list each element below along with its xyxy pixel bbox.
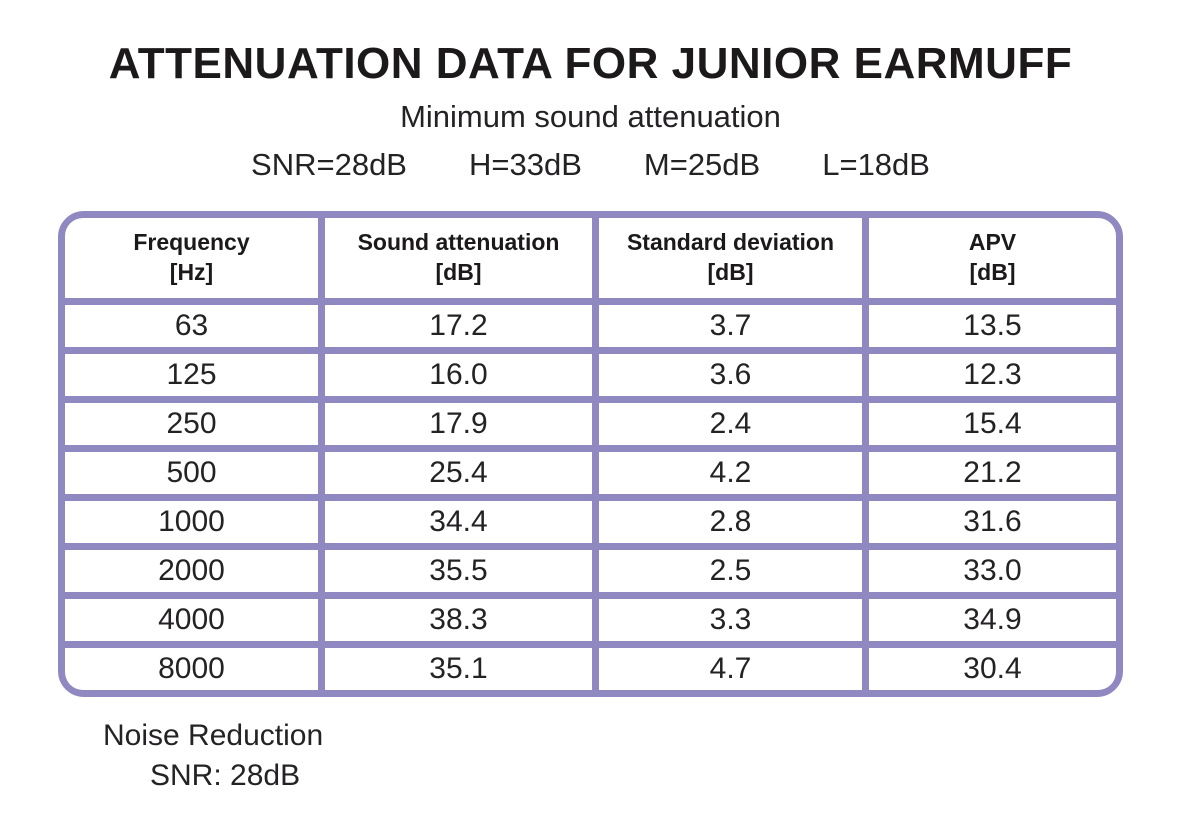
attenuation-table: Frequency [Hz] Sound attenuation [dB] St… xyxy=(58,211,1123,697)
m-value: M=25dB xyxy=(643,147,761,182)
cell-sound-attenuation: 17.2 xyxy=(325,305,592,347)
cell-sound-attenuation: 17.9 xyxy=(325,403,592,445)
column-header-sound-attenuation-label: Sound attenuation xyxy=(357,229,560,256)
cell-frequency: 8000 xyxy=(65,648,318,690)
column-header-apv-label: APV xyxy=(968,229,1017,256)
cell-sound-attenuation: 16.0 xyxy=(325,354,592,396)
column-header-standard-deviation: Standard deviation [dB] xyxy=(599,218,862,298)
snr-value: SNR=28dB xyxy=(251,147,407,182)
cell-frequency: 250 xyxy=(65,403,318,445)
cell-frequency: 63 xyxy=(65,305,318,347)
column-header-frequency-unit: [Hz] xyxy=(169,259,214,285)
column-header-frequency: Frequency [Hz] xyxy=(65,218,318,298)
noise-reduction-label: Noise Reduction xyxy=(103,719,324,752)
cell-frequency: 4000 xyxy=(65,599,318,641)
cell-sound-attenuation: 35.1 xyxy=(325,648,592,690)
cell-standard-deviation: 2.4 xyxy=(599,403,862,445)
cell-apv: 34.9 xyxy=(869,599,1116,641)
h-value: H=33dB xyxy=(469,147,582,182)
cell-standard-deviation: 2.8 xyxy=(599,501,862,543)
cell-apv: 33.0 xyxy=(869,550,1116,592)
l-value: L=18dB xyxy=(822,147,930,182)
cell-standard-deviation: 3.7 xyxy=(599,305,862,347)
cell-apv: 13.5 xyxy=(869,305,1116,347)
cell-apv: 31.6 xyxy=(869,501,1116,543)
cell-frequency: 500 xyxy=(65,452,318,494)
column-header-standard-deviation-unit: [dB] xyxy=(707,259,754,285)
cell-standard-deviation: 2.5 xyxy=(599,550,862,592)
cell-standard-deviation: 3.6 xyxy=(599,354,862,396)
column-header-sound-attenuation: Sound attenuation [dB] xyxy=(325,218,592,298)
cell-frequency: 2000 xyxy=(65,550,318,592)
cell-frequency: 1000 xyxy=(65,501,318,543)
cell-sound-attenuation: 35.5 xyxy=(325,550,592,592)
page-subtitle: Minimum sound attenuation xyxy=(400,99,781,134)
cell-standard-deviation: 3.3 xyxy=(599,599,862,641)
cell-apv: 12.3 xyxy=(869,354,1116,396)
noise-reduction-snr: SNR: 28dB xyxy=(150,758,301,792)
column-header-apv-unit: [dB] xyxy=(969,259,1016,285)
cell-standard-deviation: 4.7 xyxy=(599,648,862,690)
column-header-sound-attenuation-unit: [dB] xyxy=(435,259,482,285)
cell-sound-attenuation: 25.4 xyxy=(325,452,592,494)
cell-frequency: 125 xyxy=(65,354,318,396)
cell-apv: 15.4 xyxy=(869,403,1116,445)
column-header-apv: APV [dB] xyxy=(869,218,1116,298)
column-header-standard-deviation-label: Standard deviation xyxy=(626,229,835,256)
page-title: ATTENUATION DATA FOR JUNIOR EARMUFF xyxy=(108,39,1073,88)
attenuation-summary: SNR=28dB H=33dB M=25dB L=18dB xyxy=(0,149,1181,180)
cell-apv: 21.2 xyxy=(869,452,1116,494)
cell-apv: 30.4 xyxy=(869,648,1116,690)
cell-standard-deviation: 4.2 xyxy=(599,452,862,494)
column-header-frequency-label: Frequency xyxy=(133,229,250,256)
cell-sound-attenuation: 34.4 xyxy=(325,501,592,543)
cell-sound-attenuation: 38.3 xyxy=(325,599,592,641)
noise-reduction-note: Noise Reduction SNR: 28dB xyxy=(0,716,1181,796)
